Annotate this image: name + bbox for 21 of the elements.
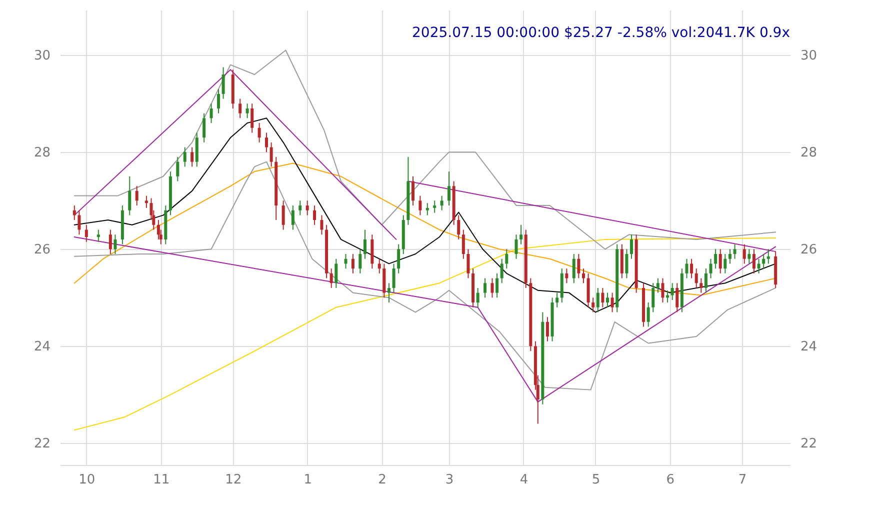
x-tick-label: 11 [153, 472, 170, 488]
y-tick-label: 28 [34, 146, 50, 161]
x-tick-label: 3 [445, 472, 454, 488]
y-tick-label: 26 [34, 242, 50, 258]
y2-tick-label: 28 [800, 146, 818, 161]
y-tick-label: 24 [34, 340, 50, 355]
y2-tick-label: 22 [800, 436, 818, 452]
text: 2025.07.15 00:00:00 $25.27 -2.58% vol:2041.7K 0.9x [412, 25, 790, 41]
y-tick-label: 30 [34, 48, 50, 64]
x-tick-label: 7 [738, 472, 747, 488]
x-tick-label: 4 [520, 472, 528, 488]
x-tick-label: 5 [592, 472, 600, 488]
y2-tick-label: 24 [800, 340, 818, 355]
y2-tick-label: 30 [800, 48, 818, 64]
x-tick-label: 12 [225, 472, 242, 488]
x-tick-label: 1 [304, 472, 312, 488]
y2-tick-label: 26 [800, 242, 818, 258]
x-tick-label: 10 [78, 472, 96, 488]
y-tick-label: 22 [34, 436, 50, 452]
x-tick-label: 6 [666, 472, 675, 488]
x-tick-label: 2 [378, 472, 386, 488]
